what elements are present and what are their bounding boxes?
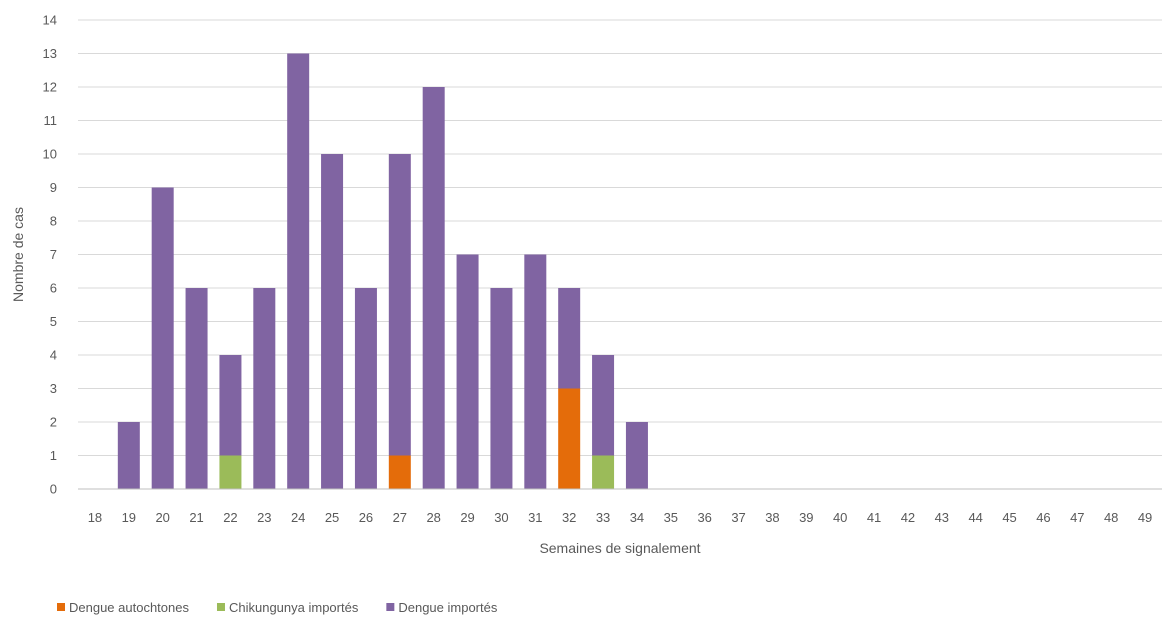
y-tick-label: 6: [50, 281, 57, 296]
legend-label: Dengue importés: [398, 600, 497, 615]
x-axis-title: Semaines de signalement: [539, 540, 700, 556]
legend-swatch: [216, 603, 225, 611]
x-tick-label: 24: [291, 510, 305, 525]
bar-segment: [354, 288, 377, 489]
legend: Dengue autochtones Chikungunya importés De…: [57, 600, 498, 615]
bar-segment: [185, 288, 208, 489]
x-tick-label: 21: [189, 510, 203, 525]
y-tick-label: 14: [43, 13, 57, 28]
x-tick-label: 38: [765, 510, 779, 525]
x-tick-label: 33: [596, 510, 610, 525]
bar-segment: [321, 154, 344, 489]
bar-segment: [558, 288, 581, 389]
x-tick-label: 37: [731, 510, 745, 525]
x-tick-label: 32: [562, 510, 576, 525]
x-tick-label: 25: [325, 510, 339, 525]
bar-segment: [490, 288, 513, 489]
bar-segment: [558, 388, 581, 489]
bars: [117, 53, 648, 489]
x-tick-label: 35: [664, 510, 678, 525]
x-tick-label: 44: [968, 510, 982, 525]
x-tick-label: 34: [630, 510, 644, 525]
y-axis-title: Nombre de cas: [10, 207, 26, 302]
x-tick-label: 27: [393, 510, 407, 525]
x-tick-label: 48: [1104, 510, 1118, 525]
bar-segment: [422, 87, 445, 489]
bar-segment: [456, 254, 479, 489]
x-tick-label: 36: [697, 510, 711, 525]
x-tick-label: 49: [1138, 510, 1152, 525]
bar-segment: [524, 254, 547, 489]
y-tick-label: 4: [50, 348, 57, 363]
x-tick-label: 30: [494, 510, 508, 525]
x-tick-labels: 18 19 20 21 22 23 24 25 26 27 28 29 30 31 32 33 34 35 36 37…: [88, 510, 1153, 525]
x-tick-label: 45: [1002, 510, 1016, 525]
bar-segment: [592, 355, 615, 456]
bar-segment: [117, 422, 140, 489]
bar-segment: [219, 455, 242, 489]
bar-segment: [219, 355, 242, 456]
y-tick-label: 12: [43, 80, 57, 95]
y-tick-label: 10: [43, 147, 57, 162]
x-tick-label: 40: [833, 510, 847, 525]
y-tick-label: 2: [50, 415, 57, 430]
x-tick-label: 18: [88, 510, 102, 525]
x-tick-label: 47: [1070, 510, 1084, 525]
x-tick-label: 39: [799, 510, 813, 525]
x-tick-label: 22: [223, 510, 237, 525]
legend-label: Dengue autochtones: [69, 600, 189, 615]
bar-segment: [151, 187, 174, 489]
bar-segment: [388, 455, 411, 489]
x-tick-label: 46: [1036, 510, 1050, 525]
y-tick-label: 1: [50, 448, 57, 463]
bar-segment: [388, 154, 411, 456]
y-tick-label: 7: [50, 247, 57, 262]
y-tick-label: 0: [50, 482, 57, 497]
x-tick-label: 19: [122, 510, 136, 525]
x-tick-label: 28: [426, 510, 440, 525]
legend-swatch: [57, 603, 65, 611]
y-tick-label: 5: [50, 314, 57, 329]
x-tick-label: 29: [460, 510, 474, 525]
legend-swatch: [386, 603, 395, 611]
x-tick-label: 20: [155, 510, 169, 525]
x-tick-label: 31: [528, 510, 542, 525]
y-tick-label: 8: [50, 214, 57, 229]
x-tick-label: 42: [901, 510, 915, 525]
bar-segment: [287, 53, 310, 489]
legend-label: Chikungunya importés: [229, 600, 359, 615]
y-tick-label: 3: [50, 381, 57, 396]
x-tick-label: 26: [359, 510, 373, 525]
y-tick-label: 9: [50, 180, 57, 195]
bar-segment: [253, 288, 276, 489]
bar-segment: [625, 422, 648, 489]
x-tick-label: 23: [257, 510, 271, 525]
x-tick-label: 41: [867, 510, 881, 525]
y-tick-label: 13: [43, 46, 57, 61]
y-tick-label: 11: [44, 113, 58, 128]
bar-segment: [592, 455, 615, 489]
x-tick-label: 43: [935, 510, 949, 525]
